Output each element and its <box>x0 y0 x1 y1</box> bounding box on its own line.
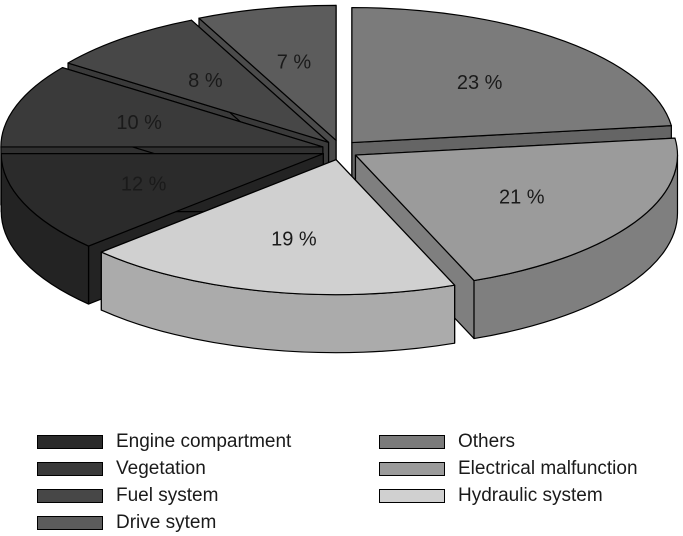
legend-swatch <box>37 489 103 503</box>
pie-slice-engine-compartment <box>0 153 324 247</box>
legend-label: Others <box>458 431 516 452</box>
legend-item-vegetation: Vegetation <box>37 458 206 480</box>
pie-label-fuel-system: 8 % <box>188 70 223 92</box>
legend-swatch <box>379 462 445 476</box>
legend-item-others: Others <box>379 431 515 453</box>
pie-label-hydraulic-system: 19 % <box>271 229 317 251</box>
pie-slice-vegetation <box>0 66 324 148</box>
legend-label: Fuel system <box>116 485 219 506</box>
legend-label: Electrical malfunction <box>458 458 638 479</box>
legend-label: Hydraulic system <box>458 485 603 506</box>
legend-swatch <box>37 435 103 449</box>
pie-label-engine-compartment: 12 % <box>121 173 167 195</box>
pie-slice-fuel-system <box>67 19 330 143</box>
legend-swatch <box>37 516 103 530</box>
pie-chart: 23 % 21 % 19 % 12 % 10 % 8 % 7 % <box>0 4 679 354</box>
pie-slice-hydraulic-system <box>100 159 456 296</box>
pie-label-electrical-malfunction: 21 % <box>499 186 545 208</box>
legend-item-electrical-malfunction: Electrical malfunction <box>379 458 638 480</box>
pie-slice-drive-sytem <box>198 4 337 141</box>
pie-label-others: 23 % <box>457 72 503 94</box>
pie-slice-electrical-malfunction <box>354 137 679 282</box>
legend-swatch <box>37 462 103 476</box>
pie-label-drive-sytem: 7 % <box>277 51 312 73</box>
pie-label-vegetation: 10 % <box>116 112 162 134</box>
pie-slice-others <box>351 6 672 144</box>
legend-label: Engine compartment <box>116 431 292 452</box>
legend-swatch <box>379 435 445 449</box>
legend-item-engine-compartment: Engine compartment <box>37 431 291 453</box>
legend-label: Drive sytem <box>116 512 217 533</box>
legend-item-drive-system: Drive sytem <box>37 512 216 534</box>
legend-item-fuel-system: Fuel system <box>37 485 218 507</box>
legend-swatch <box>379 489 445 503</box>
legend-label: Vegetation <box>116 458 206 479</box>
legend-item-hydraulic-system: Hydraulic system <box>379 485 603 507</box>
